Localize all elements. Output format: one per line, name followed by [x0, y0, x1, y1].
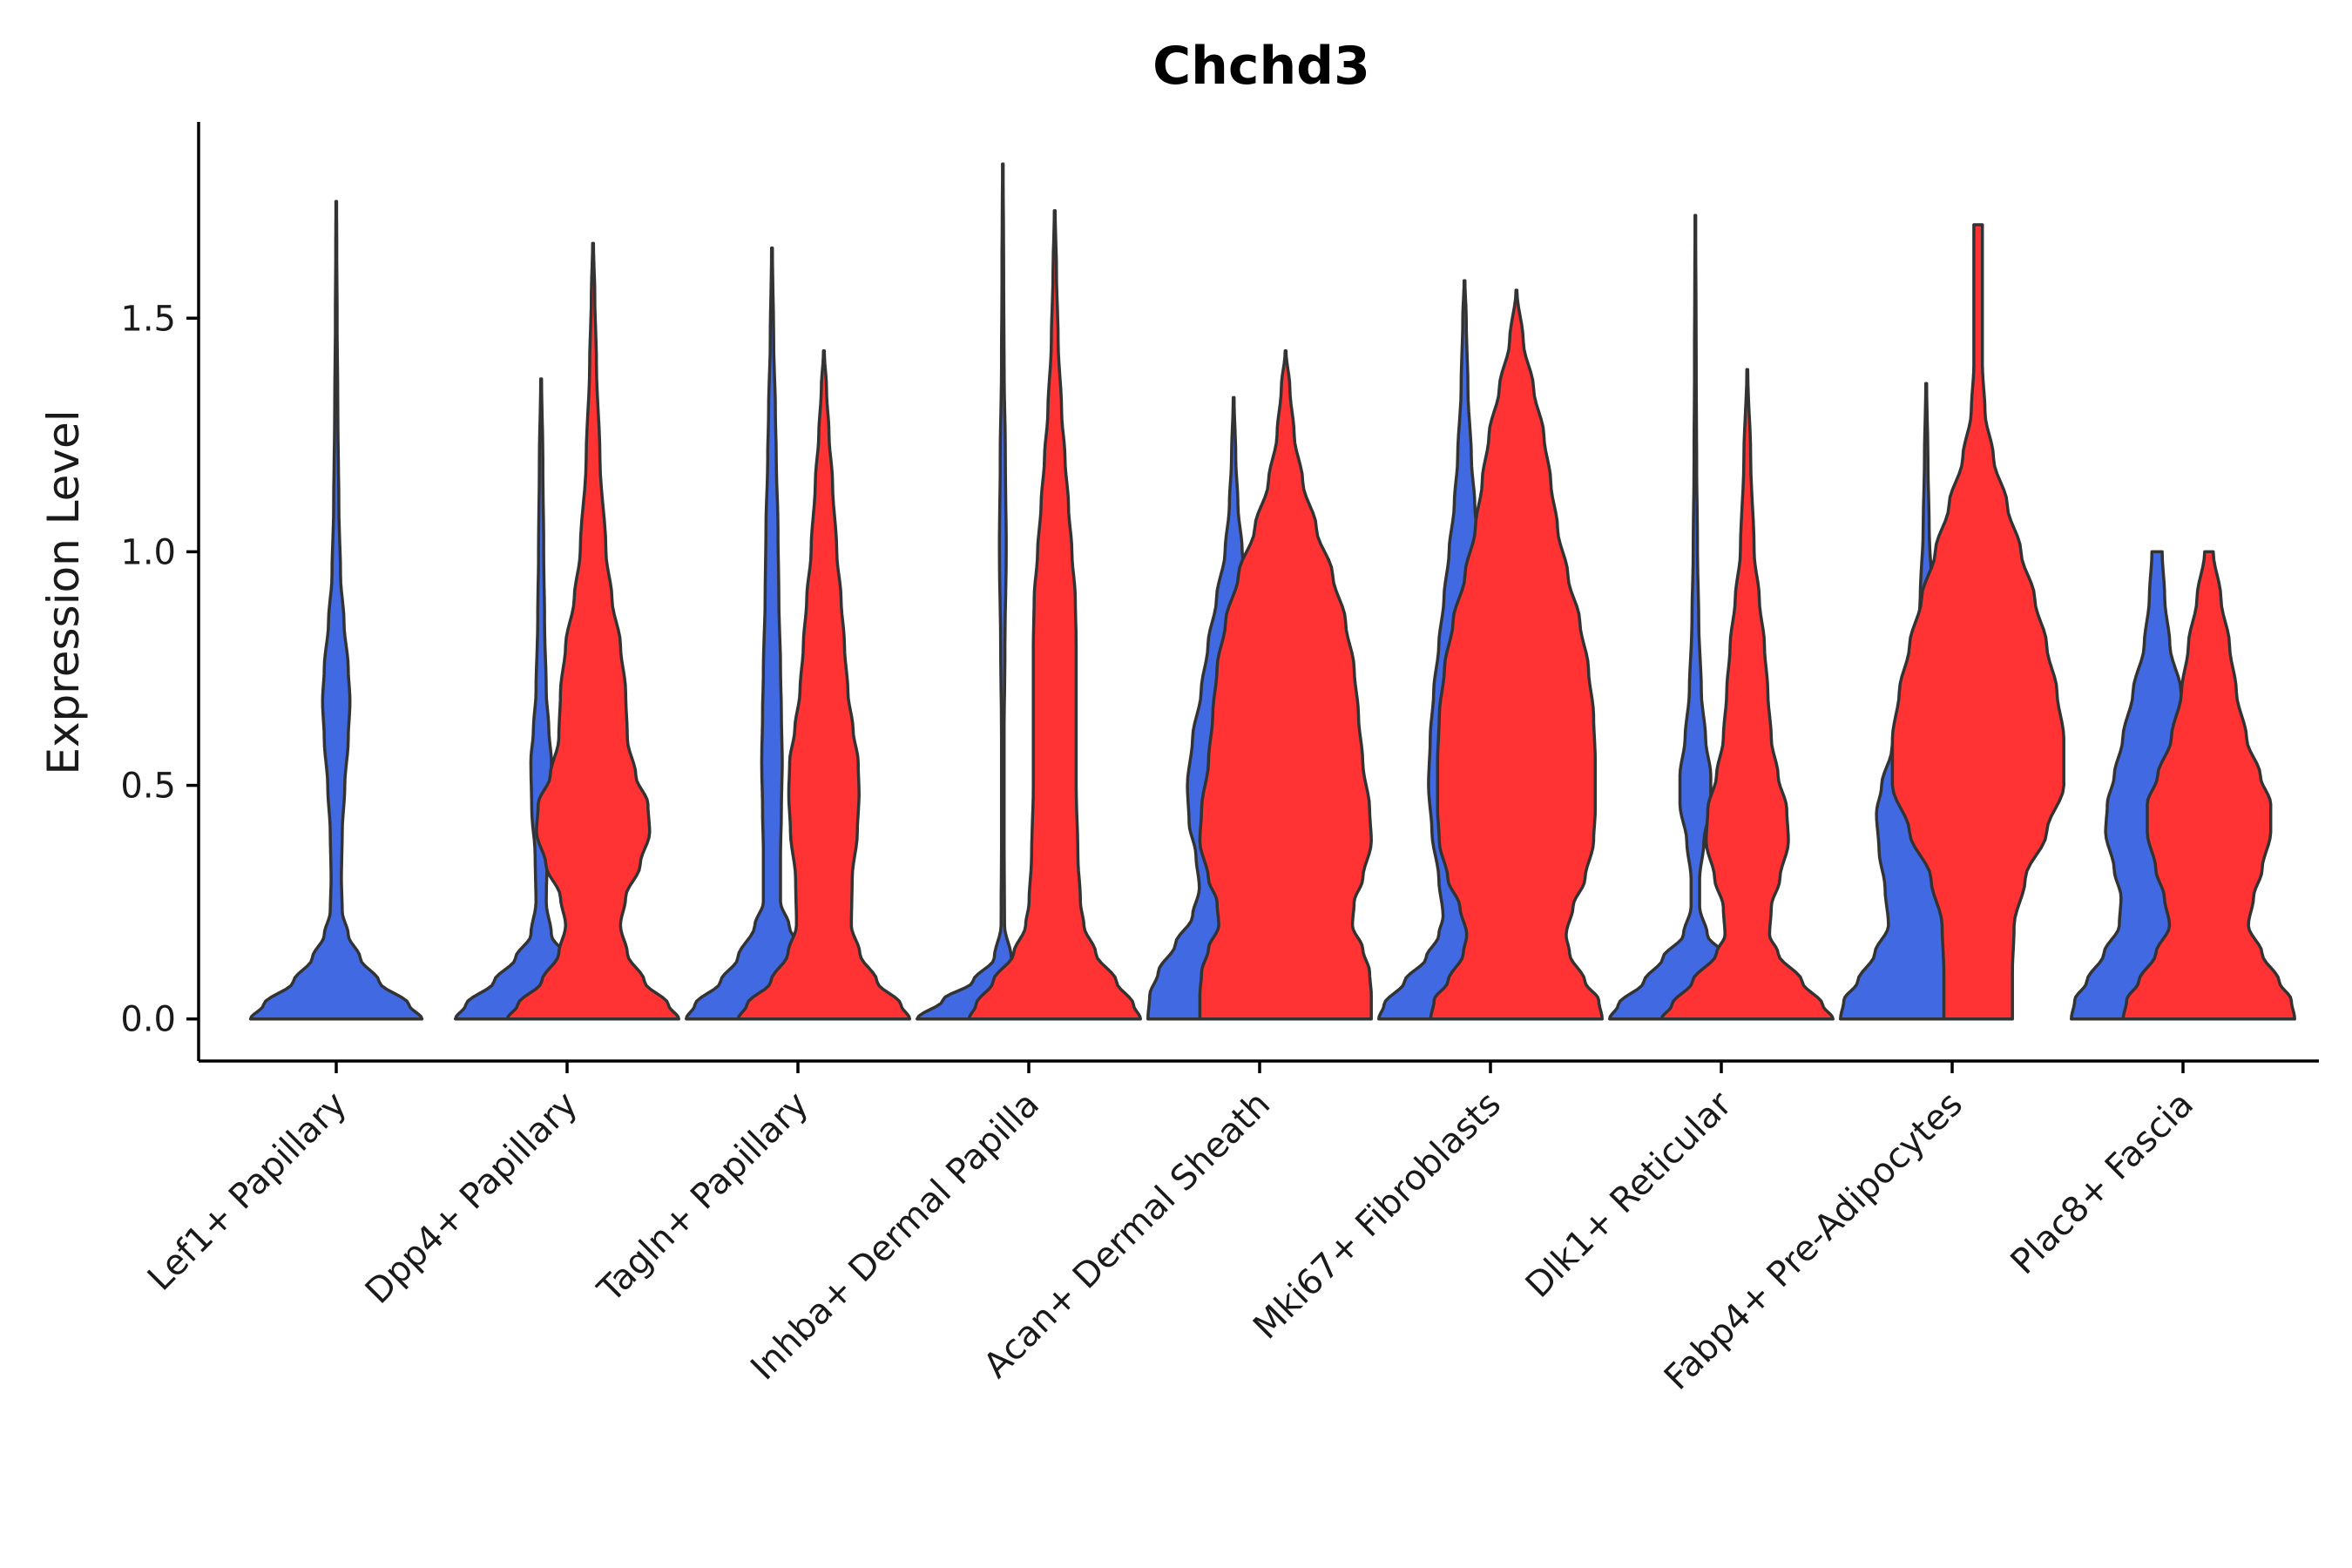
- violin-inhba-dermal-papilla-blue: [916, 162, 1091, 1021]
- violin-inhba-dermal-papilla-red: [967, 209, 1142, 1021]
- violin-mki67-fibroblasts-red: [1429, 288, 1604, 1021]
- violin-tagln-papillary-blue: [685, 247, 860, 1021]
- y-tick-label: 1.0: [120, 532, 176, 572]
- violins-layer: [248, 162, 2296, 1021]
- violin-lef1-papillary-blue: [248, 199, 424, 1021]
- chart-title: Chchd3: [1152, 36, 1370, 97]
- y-tick-label: 1.5: [120, 299, 176, 339]
- violin-dlk1-reticular-red: [1659, 368, 1835, 1021]
- violin-dpp4-papillary-red: [505, 241, 680, 1021]
- violin-dpp4-papillary-blue: [454, 377, 629, 1021]
- violin-acan-dermal-sheath-red: [1198, 349, 1373, 1021]
- violin-tagln-papillary-red: [736, 349, 911, 1021]
- y-axis-title: Expression Level: [38, 409, 89, 774]
- y-tick-label: 0.5: [120, 767, 176, 807]
- violin-plac8-fascia-red: [2121, 550, 2296, 1021]
- y-axis: 0.0 0.5 1.0 1.5: [120, 122, 200, 1061]
- violin-fabp4-pre-adipocytes-red: [1890, 223, 2065, 1021]
- violin-dlk1-reticular-blue: [1608, 213, 1783, 1021]
- y-tick-label: 0.0: [120, 1000, 176, 1040]
